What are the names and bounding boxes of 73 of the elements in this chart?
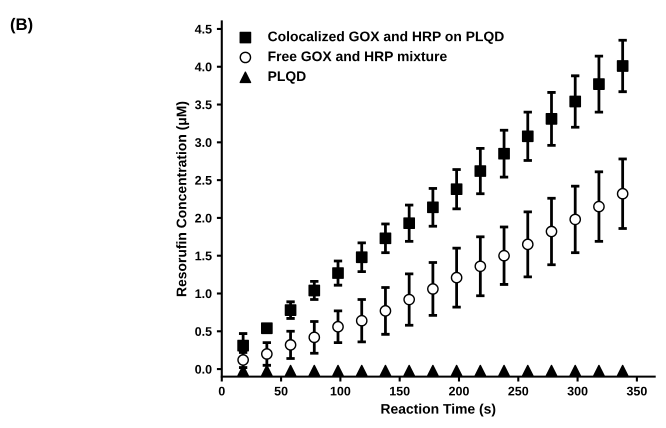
point — [237, 354, 249, 366]
point — [380, 364, 392, 376]
point — [332, 267, 344, 279]
y-tick-label: 4.5 — [194, 24, 212, 34]
y-tick-label: 1.0 — [195, 289, 212, 298]
point — [498, 364, 510, 376]
point — [403, 364, 416, 376]
point — [616, 60, 628, 72]
point — [450, 364, 462, 376]
legend-label: PLQD — [268, 71, 306, 84]
y-tick-label: 0.5 — [195, 327, 212, 336]
legend-label: Colocalized GOX and HRP on PLQD — [268, 31, 504, 44]
legend-label: Free GOX and HRP mixture — [268, 51, 447, 62]
point — [593, 78, 605, 90]
point — [593, 364, 605, 376]
point — [284, 364, 296, 376]
point — [498, 250, 510, 262]
point — [546, 364, 558, 376]
point — [237, 340, 249, 352]
point — [593, 200, 605, 212]
point — [403, 294, 416, 306]
point — [450, 183, 462, 196]
x-tick-label: 250 — [508, 386, 528, 396]
x-tick-label: 0 — [218, 386, 225, 396]
point — [498, 148, 510, 160]
point — [616, 188, 628, 200]
x-tick-label: 300 — [567, 386, 588, 396]
point — [308, 331, 320, 344]
point — [474, 165, 486, 177]
point — [380, 305, 392, 317]
y-tick-label: 0.0 — [195, 364, 212, 374]
point — [261, 348, 273, 360]
text: (B) — [10, 18, 32, 34]
x-tick-label: 50 — [274, 386, 288, 396]
x-tick-label: 350 — [626, 386, 647, 396]
point — [284, 339, 296, 351]
point — [569, 214, 582, 226]
y-tick-label: 1.5 — [195, 252, 212, 260]
point — [356, 314, 368, 327]
point — [522, 130, 534, 142]
point — [427, 201, 439, 214]
y-axis-title: Resorufin Concentration (μM) — [176, 102, 190, 296]
point — [522, 364, 534, 376]
point — [332, 320, 344, 333]
point — [427, 364, 439, 376]
point — [450, 272, 462, 284]
y-tick-label: 2.5 — [195, 176, 212, 185]
y-tick-label: 2.0 — [195, 214, 212, 223]
point — [332, 364, 344, 376]
point — [474, 364, 486, 376]
x-tick-label: 100 — [330, 386, 350, 396]
x-tick-label: 150 — [390, 386, 410, 396]
point — [474, 260, 486, 272]
y-tick-label: 4.0 — [194, 62, 212, 72]
point — [284, 304, 296, 316]
y-tick-label: 3.0 — [194, 138, 212, 148]
x-axis-title: Reaction Time (s) — [381, 404, 496, 417]
point — [308, 364, 320, 376]
point — [546, 113, 558, 125]
point — [569, 96, 582, 108]
point — [356, 251, 368, 264]
point — [308, 284, 320, 296]
point — [356, 364, 368, 376]
point — [522, 238, 534, 250]
x-tick-label: 200 — [448, 386, 469, 396]
point — [261, 322, 273, 334]
point — [616, 364, 628, 376]
point — [403, 217, 416, 230]
point — [427, 283, 439, 295]
point — [569, 364, 582, 376]
point — [546, 226, 558, 238]
y-tick-label: 3.5 — [194, 100, 212, 110]
point — [380, 232, 392, 244]
